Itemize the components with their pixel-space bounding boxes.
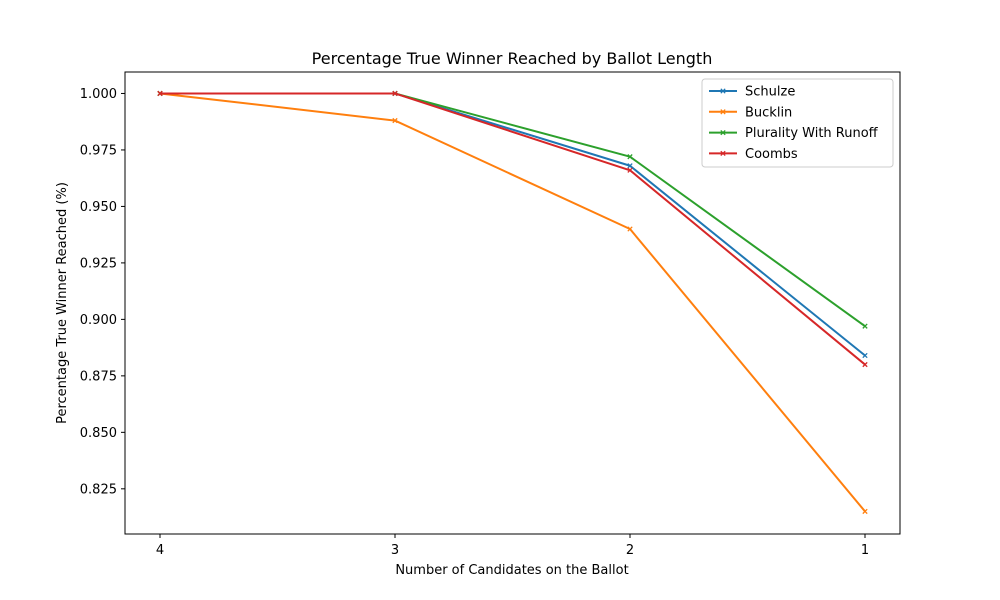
x-tick-label: 3 (391, 543, 399, 558)
y-tick-label: 0.975 (80, 143, 117, 158)
legend-item-coombs: Coombs (709, 147, 798, 162)
series-line-coombs (160, 92, 866, 366)
legend-label: Schulze (745, 85, 795, 100)
data-point-coombs (627, 167, 633, 173)
y-axis-title: Percentage True Winner Reached (%) (55, 182, 70, 424)
legend-box (701, 78, 894, 168)
x-tick-label: 2 (626, 543, 634, 558)
y-tick-label: 0.925 (80, 256, 117, 271)
x-tick-label: 4 (156, 543, 164, 558)
series-line-bucklin (159, 92, 866, 513)
legend-label: Coombs (745, 147, 798, 162)
legend-marker (720, 129, 726, 136)
y-tick-label: 0.850 (80, 426, 117, 441)
legend-marker (720, 88, 726, 94)
legend-label: Bucklin (745, 105, 792, 120)
legend: Schulze Bucklin Plurality With Runoff Coomb… (701, 78, 894, 168)
legend-item-schulze: Schulze (709, 85, 795, 100)
plot-area (157, 90, 868, 515)
y-axis: 0.825 0.850 0.875 0.900 0.925 0.950 0.975 1.000 (80, 87, 125, 497)
y-tick-label: 0.900 (80, 313, 117, 328)
data-point-bucklin (862, 508, 868, 515)
x-axis: 4 3 2 1 (156, 534, 869, 558)
chart-title: Percentage True Winner Reached by Ballot… (312, 49, 713, 68)
x-tick-label: 1 (861, 543, 869, 558)
legend-item-plurality-with-runoff: Plurality With Runoff (709, 126, 879, 141)
y-tick-label: 0.825 (80, 482, 117, 497)
data-point-coombs (392, 90, 398, 97)
x-axis-title: Number of Candidates on the Ballot (395, 563, 628, 578)
legend-item-bucklin: Bucklin (709, 105, 792, 120)
y-tick-label: 0.950 (80, 200, 117, 215)
data-point-coombs (157, 90, 163, 97)
y-tick-label: 1.000 (80, 87, 117, 102)
legend-label: Plurality With Runoff (745, 126, 879, 141)
legend-marker (720, 109, 726, 115)
data-point-plurality-with-runoff (862, 323, 868, 329)
data-point-bucklin (627, 226, 633, 232)
data-point-coombs (862, 361, 868, 368)
data-point-plurality-with-runoff (627, 154, 633, 160)
data-point-schulze (862, 352, 868, 359)
y-tick-label: 0.875 (80, 369, 117, 384)
data-point-bucklin (392, 117, 398, 124)
plot-frame (124, 71, 901, 535)
data-point-schulze (627, 163, 633, 169)
legend-marker (720, 150, 726, 157)
